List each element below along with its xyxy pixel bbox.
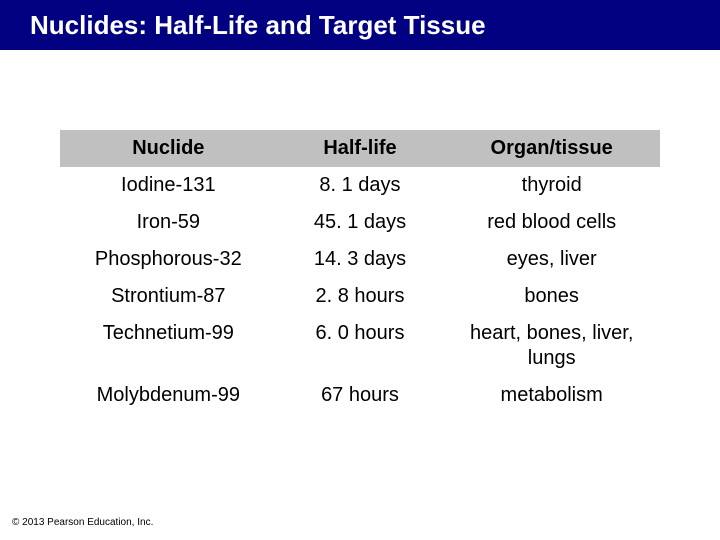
table-row: Iron-59 45. 1 days red blood cells: [61, 204, 660, 241]
table-row: Iodine-131 8. 1 days thyroid: [61, 167, 660, 205]
page-title: Nuclides: Half-Life and Target Tissue: [30, 10, 486, 41]
cell-halflife: 2. 8 hours: [276, 278, 444, 315]
table-row: Technetium-99 6. 0 hours heart, bones, l…: [61, 315, 660, 377]
col-header-nuclide: Nuclide: [61, 131, 277, 167]
cell-nuclide: Iodine-131: [61, 167, 277, 205]
cell-halflife: 67 hours: [276, 377, 444, 414]
table-row: Phosphorous-32 14. 3 days eyes, liver: [61, 241, 660, 278]
copyright-text: © 2013 Pearson Education, Inc.: [12, 517, 153, 528]
col-header-organ: Organ/tissue: [444, 131, 660, 167]
table-row: Molybdenum-99 67 hours metabolism: [61, 377, 660, 414]
table-row: Strontium-87 2. 8 hours bones: [61, 278, 660, 315]
cell-nuclide: Phosphorous-32: [61, 241, 277, 278]
cell-halflife: 14. 3 days: [276, 241, 444, 278]
title-bar: Nuclides: Half-Life and Target Tissue: [0, 0, 720, 50]
cell-organ: red blood cells: [444, 204, 660, 241]
cell-nuclide: Iron-59: [61, 204, 277, 241]
cell-organ: heart, bones, liver, lungs: [444, 315, 660, 377]
cell-nuclide: Technetium-99: [61, 315, 277, 377]
nuclide-table-container: Nuclide Half-life Organ/tissue Iodine-13…: [60, 130, 660, 414]
col-header-halflife: Half-life: [276, 131, 444, 167]
cell-halflife: 45. 1 days: [276, 204, 444, 241]
cell-halflife: 8. 1 days: [276, 167, 444, 205]
cell-nuclide: Strontium-87: [61, 278, 277, 315]
cell-organ: metabolism: [444, 377, 660, 414]
cell-organ: thyroid: [444, 167, 660, 205]
cell-organ: bones: [444, 278, 660, 315]
nuclide-table: Nuclide Half-life Organ/tissue Iodine-13…: [60, 130, 660, 414]
table-header-row: Nuclide Half-life Organ/tissue: [61, 131, 660, 167]
cell-halflife: 6. 0 hours: [276, 315, 444, 377]
cell-organ: eyes, liver: [444, 241, 660, 278]
cell-nuclide: Molybdenum-99: [61, 377, 277, 414]
